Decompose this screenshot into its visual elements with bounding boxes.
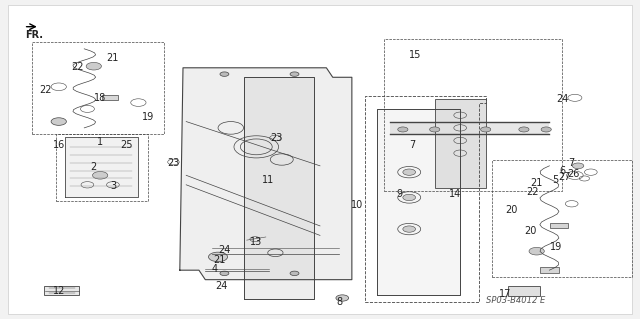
Text: 2: 2 [91,162,97,172]
Circle shape [429,127,440,132]
Text: SP03-B4012 E: SP03-B4012 E [486,296,545,305]
Text: 24: 24 [215,281,227,291]
Circle shape [403,169,415,175]
Text: 5: 5 [553,175,559,185]
Text: 13: 13 [250,237,262,247]
Circle shape [290,72,299,76]
Text: 8: 8 [336,297,342,308]
Text: 23: 23 [271,133,283,143]
Text: 7: 7 [409,140,415,150]
Text: 25: 25 [120,140,132,150]
Circle shape [403,194,415,201]
Text: 22: 22 [40,85,52,95]
Text: 22: 22 [72,62,84,72]
Text: 21: 21 [531,178,543,188]
Text: 11: 11 [262,175,274,185]
Text: 19: 19 [142,112,154,122]
Circle shape [541,127,551,132]
Circle shape [572,163,584,169]
Text: 24: 24 [218,245,230,255]
Text: FR.: FR. [26,30,44,40]
Bar [508,286,540,296]
Text: 24: 24 [556,94,568,104]
Polygon shape [180,68,352,280]
Bar [540,267,559,273]
Text: 6: 6 [559,166,565,175]
Circle shape [220,271,229,276]
Text: 1: 1 [97,137,103,147]
Text: 16: 16 [52,140,65,150]
Circle shape [51,118,67,125]
Polygon shape [244,77,314,299]
Text: 19: 19 [550,242,562,252]
Text: 12: 12 [52,286,65,296]
Text: 10: 10 [351,200,363,210]
Circle shape [397,127,408,132]
Text: 3: 3 [110,182,116,191]
Circle shape [220,72,229,76]
Text: 18: 18 [94,93,106,103]
Bar [102,95,118,100]
Circle shape [93,172,108,179]
Bar [550,223,568,228]
Circle shape [529,248,544,255]
Text: 4: 4 [212,263,218,274]
Text: 20: 20 [505,205,517,215]
Text: 20: 20 [524,226,536,236]
Circle shape [481,127,491,132]
Polygon shape [390,122,549,134]
Text: 15: 15 [410,50,422,60]
Text: 7: 7 [568,158,575,168]
Text: 9: 9 [397,189,403,199]
Bar [435,100,486,188]
Circle shape [336,295,349,301]
Bar [44,286,79,295]
Text: 26: 26 [568,169,580,179]
Text: 14: 14 [449,189,461,199]
Circle shape [209,252,228,262]
Text: 23: 23 [167,158,180,168]
Circle shape [86,63,101,70]
Text: 22: 22 [526,187,538,197]
Polygon shape [65,137,138,197]
Circle shape [403,226,415,232]
Text: 27: 27 [559,172,571,182]
Circle shape [519,127,529,132]
Text: 17: 17 [499,289,511,299]
Polygon shape [378,109,460,295]
Circle shape [290,271,299,276]
FancyBboxPatch shape [8,4,632,315]
Text: 21: 21 [213,255,225,265]
Text: 21: 21 [107,53,119,63]
